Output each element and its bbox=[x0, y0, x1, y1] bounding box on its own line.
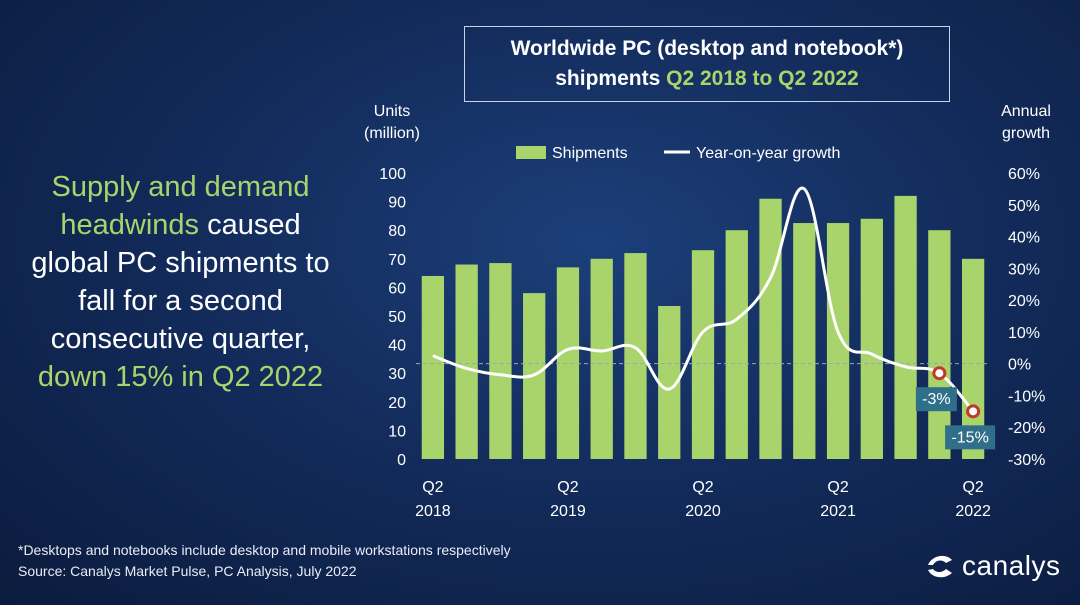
right-tick-label: 40% bbox=[1008, 230, 1040, 247]
x-tick-label-year: 2021 bbox=[820, 503, 856, 520]
x-tick-label-quarter: Q2 bbox=[692, 479, 713, 496]
headline-text: Supply and demand headwinds caused global… bbox=[18, 168, 343, 396]
shipment-bar bbox=[759, 198, 782, 460]
left-axis-title-line2: (million) bbox=[364, 125, 420, 142]
x-tick-label-year: 2019 bbox=[550, 503, 586, 520]
shipment-bar bbox=[556, 267, 580, 459]
right-axis-title-line1: Annual bbox=[1001, 103, 1051, 120]
callout-label: -3% bbox=[922, 391, 950, 408]
canalys-logo-icon bbox=[928, 555, 952, 578]
left-tick-label: 10 bbox=[388, 423, 406, 440]
right-tick-label: -20% bbox=[1008, 420, 1045, 437]
shipment-bar bbox=[928, 230, 951, 459]
logo-text: canalys bbox=[962, 550, 1061, 581]
right-tick-label: 0% bbox=[1008, 357, 1031, 374]
shipment-bar bbox=[489, 263, 512, 459]
shipment-bar bbox=[860, 218, 883, 459]
right-tick-label: 10% bbox=[1008, 325, 1040, 342]
right-tick-label: -10% bbox=[1008, 388, 1045, 405]
x-tick-label-quarter: Q2 bbox=[827, 479, 848, 496]
headline-part2: headwinds bbox=[60, 209, 200, 241]
headline-part1: Supply and demand bbox=[51, 171, 310, 203]
shipment-bar bbox=[691, 250, 715, 459]
growth-marker bbox=[966, 404, 981, 419]
shipment-bar bbox=[826, 223, 850, 459]
footnote: *Desktops and notebooks include desktop … bbox=[18, 540, 511, 582]
right-axis-title-line2: growth bbox=[1002, 125, 1050, 142]
chart-title-line2-accent: Q2 2018 to Q2 2022 bbox=[666, 67, 859, 90]
shipment-bar bbox=[725, 230, 748, 459]
left-tick-label: 70 bbox=[388, 252, 406, 269]
growth-line bbox=[432, 186, 975, 413]
legend-swatch-shipments bbox=[516, 146, 546, 159]
headline-part3: caused global PC shipments to fall for a… bbox=[31, 209, 330, 355]
x-tick-label-year: 2020 bbox=[685, 503, 721, 520]
left-tick-label: 30 bbox=[388, 366, 406, 383]
shipment-bar bbox=[590, 258, 613, 459]
shipment-bar bbox=[421, 275, 445, 459]
right-tick-label: 30% bbox=[1008, 261, 1040, 278]
right-tick-label: 20% bbox=[1008, 293, 1040, 310]
chart-title-box: Worldwide PC (desktop and notebook*) shi… bbox=[464, 26, 950, 102]
left-tick-label: 60 bbox=[388, 280, 406, 297]
left-tick-label: 100 bbox=[379, 166, 406, 183]
shipment-bar bbox=[455, 264, 478, 459]
headline-part4: down 15% in Q2 2022 bbox=[37, 361, 324, 393]
left-tick-label: 90 bbox=[388, 195, 406, 212]
legend-label-growth: Year-on-year growth bbox=[696, 145, 840, 162]
shipment-bar bbox=[793, 223, 816, 459]
callout-label: -15% bbox=[951, 429, 988, 446]
left-axis-title-line1: Units bbox=[374, 103, 410, 120]
chart-title-line1: Worldwide PC (desktop and notebook*) bbox=[510, 37, 904, 60]
callout-box bbox=[915, 387, 957, 412]
footnote-line1: *Desktops and notebooks include desktop … bbox=[18, 542, 511, 558]
canalys-logo: canalys bbox=[924, 550, 1060, 582]
shipment-bar bbox=[624, 253, 647, 459]
x-tick-label-year: 2022 bbox=[955, 503, 991, 520]
shipment-bar bbox=[658, 305, 681, 459]
legend-label-shipments: Shipments bbox=[552, 145, 628, 162]
footnote-source: Source: Canalys Market Pulse, PC Analysi… bbox=[18, 563, 357, 579]
callout-box bbox=[945, 425, 996, 450]
x-tick-label-year: 2018 bbox=[415, 503, 451, 520]
growth-marker bbox=[932, 366, 947, 381]
x-tick-label-quarter: Q2 bbox=[422, 479, 443, 496]
x-tick-label-quarter: Q2 bbox=[557, 479, 578, 496]
shipment-bar bbox=[894, 195, 917, 459]
left-tick-label: 40 bbox=[388, 338, 406, 355]
left-tick-label: 0 bbox=[397, 452, 406, 469]
chart-title-line2: shipments Q2 2018 to Q2 2022 bbox=[465, 64, 949, 94]
chart-title-line2-prefix: shipments bbox=[555, 67, 667, 90]
x-tick-label-quarter: Q2 bbox=[962, 479, 983, 496]
left-tick-label: 80 bbox=[388, 223, 406, 240]
right-tick-label: 50% bbox=[1008, 198, 1040, 215]
left-tick-label: 50 bbox=[388, 309, 406, 326]
right-tick-label: -30% bbox=[1008, 452, 1045, 469]
left-tick-label: 20 bbox=[388, 395, 406, 412]
right-tick-label: 60% bbox=[1008, 166, 1040, 183]
